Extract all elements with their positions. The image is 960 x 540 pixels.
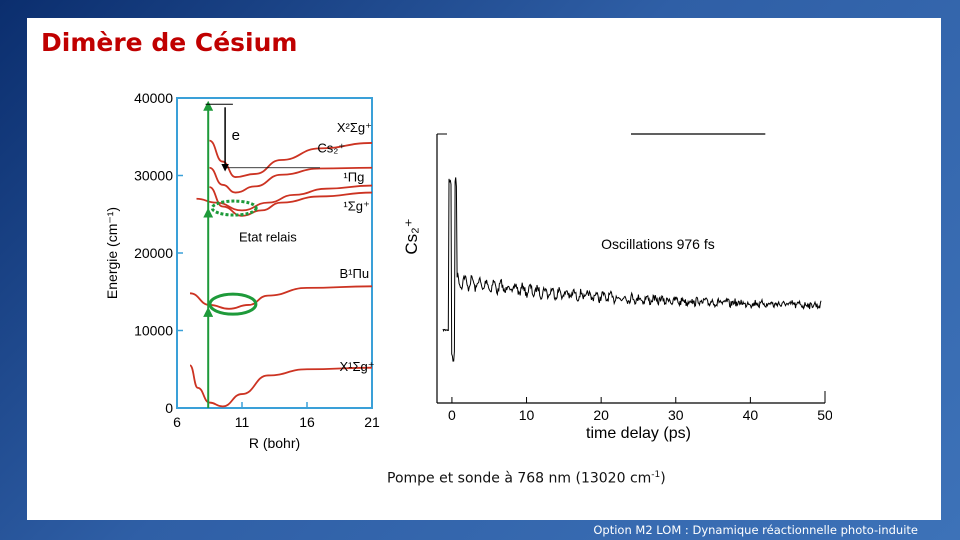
curve-2 xyxy=(209,186,372,217)
relay-state-annotation: Etat relais xyxy=(239,229,297,244)
x-tick-label-5: 50 xyxy=(817,407,832,423)
x-tick-label-1: 10 xyxy=(519,407,535,423)
pump-probe-caption: Pompe et sonde à 768 nm (13020 cm-1) xyxy=(387,470,666,487)
relay-state-ellipse xyxy=(210,199,258,217)
x-axis-label: time delay (ps) xyxy=(586,425,691,442)
x-tick-label-2: 20 xyxy=(593,407,609,423)
state-label-3: ¹Σg⁺ xyxy=(343,198,369,213)
y-axis-label: Cs₂⁺ xyxy=(402,218,421,254)
curve-0 xyxy=(209,139,372,178)
oscillation-annotation: Oscillations 976 fs xyxy=(601,236,715,252)
x-tick-label-2: 16 xyxy=(299,414,315,430)
transient-signal-chart: 0 10 20 30 40 50 time delay (ps) Cs₂⁺ Oscillatio… xyxy=(402,133,832,442)
electron-energy-label: e xyxy=(232,127,240,144)
state-label-2: ¹Πg xyxy=(343,170,364,185)
x-tick-label-1: 11 xyxy=(235,414,250,430)
y-tick-label-3: 30000 xyxy=(134,168,173,184)
footer-text: Option M2 LOM : Dynamique réactionnelle … xyxy=(593,523,918,537)
curve-5 xyxy=(189,364,372,408)
potential-energy-chart: 0 10000 20000 30000 40000 6 11 16 21 R (bohr) Ener… xyxy=(104,90,380,451)
x-axis-label: R (bohr) xyxy=(249,435,300,451)
y-tick-label-1: 10000 xyxy=(134,323,173,339)
x-tick-label-0: 6 xyxy=(173,414,181,430)
y-tick-label-0: 0 xyxy=(165,400,173,416)
signal-trace xyxy=(442,177,822,362)
state-label-5: X¹Σg⁺ xyxy=(340,359,375,374)
state-label-4: B¹Πu xyxy=(340,266,370,281)
curve-3 xyxy=(196,184,372,212)
slide-title: Dimère de Césium xyxy=(41,28,298,57)
curve-1 xyxy=(209,166,372,194)
y-axis-label: Energie (cm⁻¹) xyxy=(104,207,120,299)
state-label-0: X²Σg⁺ xyxy=(337,120,372,135)
x-tick-label-3: 21 xyxy=(364,414,380,430)
x-tick-label-4: 40 xyxy=(743,407,759,423)
state-label-1: Cs₂⁺ xyxy=(317,140,345,155)
x-tick-label-0: 0 xyxy=(448,407,456,423)
y-tick-label-4: 40000 xyxy=(134,90,173,106)
intermediate-state-ellipse xyxy=(208,292,258,316)
x-tick-label-3: 30 xyxy=(668,407,684,423)
slide: Dimère de Césium 0 10000 20000 30000 40000 6 1… xyxy=(27,18,941,520)
y-tick-label-2: 20000 xyxy=(134,245,173,261)
